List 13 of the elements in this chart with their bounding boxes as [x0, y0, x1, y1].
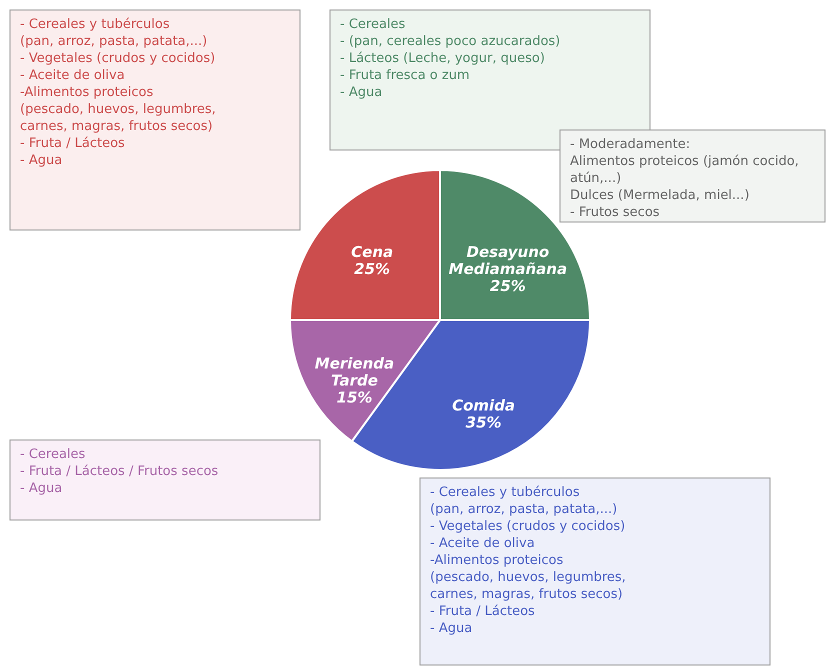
- data-label: 25%: [490, 277, 526, 296]
- data-label: 15%: [336, 388, 372, 407]
- data-label: 35%: [466, 414, 502, 432]
- text: - Cereales y tubérculos (pan, arroz, pasta, patata,...) - Vegetales (crudos y cocidos) - Aceite de oliva -Alimentos proteicos (pescado, huevos, legumbres, carnes, magras, frutos secos) - Fruta / Lácteos - Agua: [20, 17, 216, 168]
- slice-label: Merienda Tarde: [314, 354, 394, 390]
- slice-label: Cena: [351, 243, 394, 262]
- text: - Moderadamente: Alimentos proteicos (jamón cocido, atún,...) Dulces (Mermelada, miel...) - Frutos secos: [570, 137, 799, 220]
- text: - Cereales y tubérculos (pan, arroz, pasta, patata,...) - Vegetales (crudos y cocidos) - Aceite de oliva -Alimentos proteicos (pescado, huevos, legumbres, carnes, magras, frutos secos) - Fruta / Lácteos - Agua: [430, 485, 626, 636]
- text: - Cereales - (pan, cereales poco azucarados) - Lácteos (Leche, yogur, queso) - Fruta fresca o zum - Agua: [340, 17, 560, 100]
- data-label: 25%: [354, 260, 390, 278]
- slice-label: Desayuno Mediamañana: [448, 243, 568, 278]
- text: - Cereales - Fruta / Lácteos / Frutos secos - Agua: [20, 447, 218, 496]
- slice-label: Comida: [452, 396, 516, 415]
